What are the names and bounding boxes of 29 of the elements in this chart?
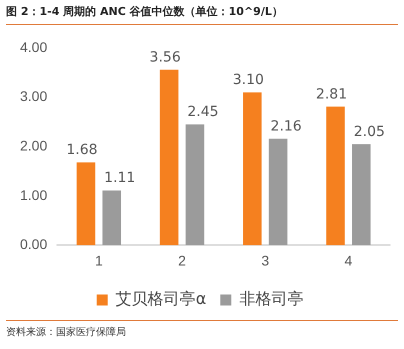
legend-label: 艾贝格司亭α <box>116 289 206 308</box>
x-tick-label: 1 <box>94 252 103 268</box>
y-tick-label: 2.00 <box>20 137 48 154</box>
text: 2.05 <box>354 124 385 140</box>
bar <box>268 138 288 246</box>
text: 资料来源：国家医疗保障局 <box>6 320 398 339</box>
legend-label: 非格司亭 <box>239 289 304 308</box>
bar <box>352 144 371 246</box>
y-tick-label: 0.00 <box>20 236 48 252</box>
text: 2.16 <box>270 118 302 134</box>
text: 3.10 <box>232 72 264 88</box>
chart-title: 图 2：1-4 周期的 ANC 谷值中位数（单位：10^9/L） <box>6 4 398 25</box>
bar <box>326 106 345 246</box>
bar <box>76 162 96 246</box>
bar <box>186 124 204 246</box>
text: 1.68 <box>66 142 98 158</box>
bar <box>243 92 262 246</box>
bar <box>102 190 122 246</box>
x-tick-label: 4 <box>344 252 353 268</box>
x-tick-label: 3 <box>261 252 270 268</box>
y-tick-label: 3.00 <box>20 88 48 104</box>
x-tick-label: 2 <box>178 252 186 268</box>
bar <box>160 70 178 246</box>
text: 2.45 <box>187 104 219 120</box>
y-tick-label: 4.00 <box>20 38 48 55</box>
text: 2.81 <box>316 86 348 102</box>
y-tick-label: 1.00 <box>20 186 48 203</box>
text: 1.11 <box>104 170 136 186</box>
text: 3.56 <box>150 49 181 66</box>
